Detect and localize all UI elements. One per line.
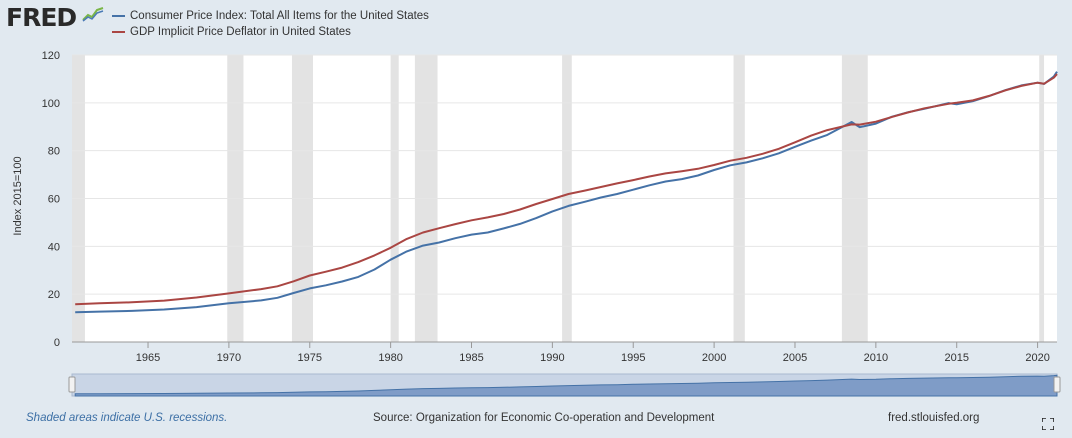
x-tick-label: 1970 bbox=[217, 352, 241, 364]
legend-label-cpi: Consumer Price Index: Total All Items fo… bbox=[130, 10, 429, 22]
source-note: Source: Organization for Economic Co-ope… bbox=[373, 412, 715, 424]
site-link[interactable]: fred.stlouisfed.org bbox=[888, 412, 980, 424]
line-graph-icon bbox=[82, 7, 104, 22]
legend-swatch-gdp-deflator bbox=[112, 31, 125, 33]
x-tick-label: 1965 bbox=[136, 352, 160, 364]
navigator-handle-left[interactable] bbox=[68, 376, 76, 393]
navigator-handle-right[interactable] bbox=[1053, 376, 1061, 393]
x-tick-label: 2015 bbox=[944, 352, 968, 364]
legend-item-gdp-deflator[interactable]: GDP Implicit Price Deflator in United St… bbox=[112, 24, 429, 40]
y-tick-label: 60 bbox=[48, 194, 60, 206]
series-line-gdp-deflator bbox=[75, 73, 1058, 306]
x-tick-label: 1980 bbox=[378, 352, 402, 364]
x-tick-label: 2005 bbox=[783, 352, 807, 364]
navigator-area bbox=[74, 374, 1058, 397]
y-tick-label: 40 bbox=[48, 241, 60, 253]
x-tick-label: 1990 bbox=[540, 352, 564, 364]
x-tick-label: 1975 bbox=[298, 352, 322, 364]
y-tick-label: 80 bbox=[48, 146, 60, 158]
x-tick-label: 2020 bbox=[1025, 352, 1049, 364]
x-tick-label: 1985 bbox=[459, 352, 483, 364]
chart-legend: Consumer Price Index: Total All Items fo… bbox=[112, 8, 429, 40]
y-tick-label: 120 bbox=[42, 50, 60, 62]
fullscreen-icon[interactable] bbox=[1042, 418, 1054, 430]
fred-logo[interactable]: FRED bbox=[6, 3, 77, 32]
x-tick-label: 2000 bbox=[702, 352, 726, 364]
x-tick-label: 1995 bbox=[621, 352, 645, 364]
x-tick-label: 2010 bbox=[864, 352, 888, 364]
y-tick-label: 20 bbox=[48, 289, 60, 301]
y-tick-label: 0 bbox=[54, 337, 60, 349]
legend-swatch-cpi bbox=[112, 15, 125, 17]
legend-label-gdp-deflator: GDP Implicit Price Deflator in United St… bbox=[130, 26, 351, 38]
fred-logo-text: FRED bbox=[6, 3, 77, 32]
recession-note: Shaded areas indicate U.S. recessions. bbox=[26, 412, 228, 424]
y-tick-label: 100 bbox=[42, 98, 60, 110]
legend-item-cpi[interactable]: Consumer Price Index: Total All Items fo… bbox=[112, 8, 429, 24]
chart-area: 0 20 40 60 80 100 120 1965 1970 1975 1980 1985 1990 1… bbox=[42, 50, 1061, 397]
